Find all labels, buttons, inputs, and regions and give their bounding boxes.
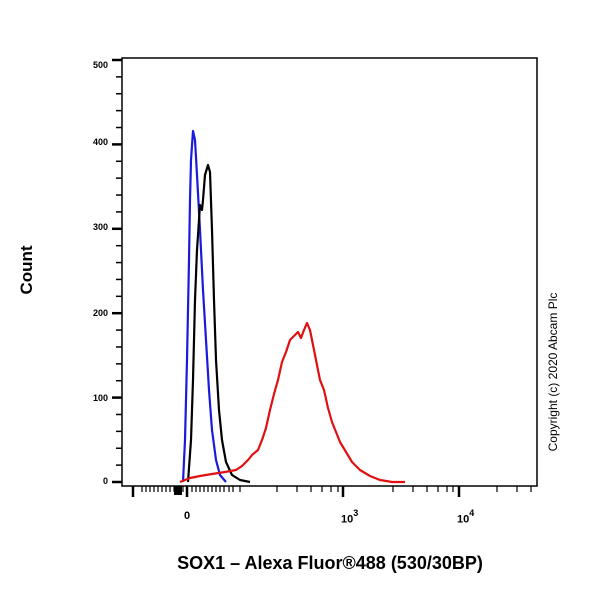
x-tick-10e3-base: 10 [341,513,354,526]
y-tick-200: 200 [92,308,108,318]
x-axis-label: SOX1 – Alexa Fluor®488 (530/30BP) [177,553,483,573]
y-tick-0: 0 [102,476,108,486]
x-axis-ticks [131,486,532,497]
x-tick-0: 0 [184,510,191,522]
copyright-notice: Copyright (c) 2020 Abcam Plc [546,292,560,452]
y-tick-300: 300 [92,222,108,232]
black-isotype-curve [186,163,251,484]
y-tick-400: 400 [92,137,108,147]
x-tick-10e4: 104 [457,508,475,526]
x-tick-10e3: 103 [341,508,359,526]
y-tick-100: 100 [92,393,108,403]
plot-frame [121,57,538,487]
y-tick-500: 500 [92,60,108,70]
x-tick-10e3-exp: 3 [353,508,359,518]
x-tick-10e4-base: 10 [457,513,470,526]
blue-control-curve [181,129,227,483]
red-sox1-curve [179,321,405,484]
data-series [179,129,405,484]
x-tick-10e4-exp: 4 [469,508,475,518]
y-axis-label: Count [17,245,36,295]
y-axis-ticks [112,58,122,484]
